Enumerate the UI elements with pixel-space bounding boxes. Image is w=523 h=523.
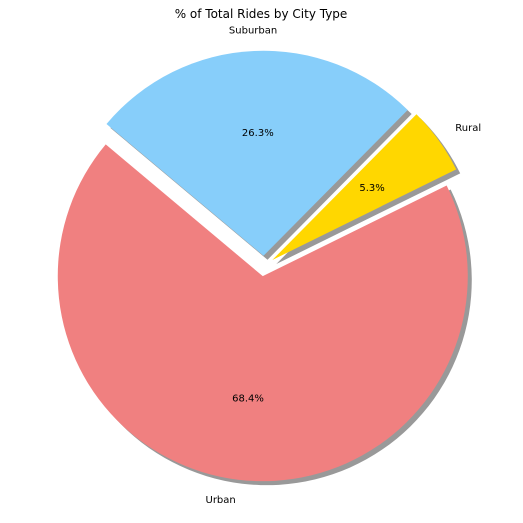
- pie-slice-urban: [57, 144, 468, 482]
- slice-label-suburban: Suburban: [229, 26, 277, 37]
- pie-slice-suburban: [106, 50, 408, 256]
- slice-percent-rural: 5.3%: [359, 183, 384, 194]
- slice-label-urban: Urban: [206, 495, 236, 506]
- label-layer: Urban 68.4% Rural 5.3% Suburban 26.3%: [206, 26, 482, 507]
- slice-layer: [57, 50, 468, 482]
- pie-slice-rural: [272, 114, 457, 261]
- slice-percent-urban: 68.4%: [232, 393, 264, 404]
- slice-label-rural: Rural: [455, 123, 481, 134]
- slice-percent-suburban: 26.3%: [242, 128, 274, 139]
- chart-title: % of Total Rides by City Type: [175, 7, 348, 21]
